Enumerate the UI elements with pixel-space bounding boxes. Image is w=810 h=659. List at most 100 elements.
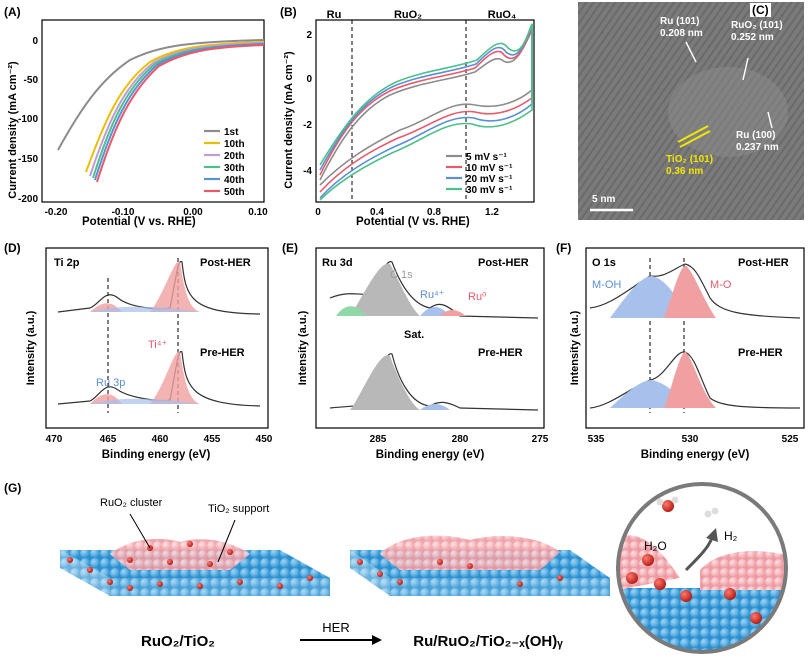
panel-e-xlabel: Binding energy (eV): [376, 449, 485, 461]
panel-e-xtick: 280: [452, 434, 469, 445]
cv-30: [319, 23, 533, 201]
panel-a-chart: (A) Current density (mA cm⁻²) -0.20 -0.1…: [4, 5, 268, 218]
panel-e-peak-ru0: Ru⁰: [468, 291, 487, 303]
panel-a-ytick: -200: [18, 194, 38, 205]
panel-d-bottom: Pre-HER: [200, 347, 245, 359]
label-cluster: RuO₂ cluster: [100, 497, 163, 509]
curve-1st: [57, 39, 265, 151]
curve-10th: [85, 41, 265, 173]
panel-e-bottom: Pre-HER: [478, 347, 523, 359]
panel-b-xtick: 1.2: [485, 207, 499, 218]
legend-entry: 10 mV s⁻¹: [466, 163, 513, 174]
tem-image: Ru (101) 0.208 nm RuO₂ (101) 0.252 nm Ru…: [578, 2, 804, 220]
tem-label-ruo2101: RuO₂ (101) 0.252 nm: [731, 20, 783, 43]
legend-entry: 10th: [224, 139, 245, 150]
panel-a-label: (A): [4, 5, 21, 19]
legend-entry: 50th: [224, 187, 245, 198]
legend-entry: 30th: [224, 163, 245, 174]
panel-f-bottom: Pre-HER: [738, 347, 783, 359]
panel-d-xtick: 470: [46, 434, 63, 445]
legend-entry: 40th: [224, 175, 245, 186]
panel-e-xtick: 285: [370, 434, 387, 445]
panel-d-peak-ru3p: Ru 3p: [96, 377, 125, 389]
legend-entry: 1st: [224, 127, 239, 138]
panel-b-ytick: -2: [303, 120, 312, 131]
panel-d-xtick: 460: [152, 434, 169, 445]
curve-50th: [96, 44, 265, 183]
panel-e-peak-ru4: Ru⁴⁺: [420, 289, 445, 301]
panel-b-ytick: 2: [306, 30, 312, 41]
panel-a-ylabel: Current density (mA cm⁻²): [7, 61, 19, 199]
legend-entry: 20th: [224, 151, 245, 162]
region-ru: Ru: [327, 9, 342, 21]
curve-20th: [89, 42, 265, 177]
tem-label-ru101: Ru (101) 0.208 nm: [660, 16, 703, 39]
label-support: TiO₂ support: [208, 503, 269, 515]
panel-f-ylabel: Intensity (a.u.): [569, 310, 581, 385]
panel-d-element: Ti 2p: [54, 257, 80, 269]
panel-f-top: Post-HER: [738, 257, 789, 269]
panel-d-ylabel: Intensity (a.u.): [25, 310, 37, 385]
panel-b-chart: (B) Current density (mA cm⁻²) Ru RuO₂ Ru…: [280, 5, 535, 218]
panel-f-peak-moh: M-OH: [592, 279, 621, 291]
panel-a-ytick: -150: [18, 154, 38, 165]
panel-c-label: (C): [750, 3, 771, 17]
panel-a-xtick: -0.10: [112, 207, 135, 218]
formula-right: Ru/RuO₂/TiO₂₋ₓ(OH)ᵧ: [413, 633, 563, 650]
panel-b-ytick: 0: [306, 74, 312, 85]
legend-entry: 20 mV s⁻¹: [466, 174, 513, 185]
panel-e-top: Post-HER: [478, 257, 529, 269]
panel-f-xtick: 525: [782, 434, 799, 445]
panel-a-ytick: -50: [24, 75, 39, 86]
zoom-inset: [618, 484, 786, 652]
panel-e-peak-sat: Sat.: [404, 329, 424, 341]
panel-b-ytick: -4: [303, 166, 312, 177]
panel-f-xlabel: Binding energy (eV): [641, 449, 750, 461]
panel-e-label: (E): [282, 241, 298, 255]
region-ruo2: RuO₂: [394, 9, 422, 21]
panel-a-ytick: 0: [32, 36, 38, 47]
panel-d-xtick: 450: [256, 434, 273, 445]
panel-a-xtick: 0.10: [248, 207, 268, 218]
panel-d-peak-ti: Ti⁴⁺: [148, 339, 167, 351]
panel-a-xtick: 0.00: [183, 207, 203, 218]
curve-40th: [94, 43, 265, 181]
panel-f-label: (F): [556, 241, 571, 255]
xps-panels: (D) Intensity (a.u.) Ti 2p Post-HER Pre-…: [4, 241, 805, 461]
panel-b-xtick: 0.8: [427, 207, 441, 218]
panel-d-xlabel: Binding energy (eV): [102, 449, 211, 461]
panel-a-xtick: -0.20: [45, 207, 68, 218]
label-water: H₂O: [644, 539, 667, 553]
panel-f-peak-mo: M-O: [710, 279, 732, 291]
panel-d-xtick: 465: [100, 434, 117, 445]
panel-b-ylabel: Current density (mA cm⁻²): [283, 51, 295, 189]
panel-e-xtick: 275: [532, 434, 549, 445]
panel-g-label: (G): [4, 481, 21, 495]
panel-d-label: (D): [4, 241, 21, 255]
arrow-label: HER: [322, 620, 349, 635]
region-ruo4: RuO₄: [488, 9, 516, 21]
panel-d-xtick: 455: [204, 434, 221, 445]
panel-f-xtick: 530: [682, 434, 699, 445]
panel-e-element: Ru 3d: [322, 257, 353, 269]
panel-b-legend: 5 mV s⁻¹10 mV s⁻¹20 mV s⁻¹30 mV s⁻¹: [446, 152, 513, 196]
label-hydrogen: H₂: [724, 529, 738, 543]
panel-a-frame: [41, 19, 265, 203]
panel-d-top: Post-HER: [200, 257, 251, 269]
panel-a-ytick: -100: [18, 114, 38, 125]
tem-scalebar: 5 nm: [592, 194, 616, 205]
tem-label-ru100: Ru (100) 0.237 nm: [736, 130, 779, 153]
panel-b-xtick: 0: [315, 207, 321, 218]
panel-f-xtick: 535: [588, 434, 605, 445]
legend-entry: 30 mV s⁻¹: [466, 185, 513, 196]
schematic: (G) RuO₂ cluster TiO₂ support HER RuO₂/T…: [4, 481, 788, 654]
legend-entry: 5 mV s⁻¹: [466, 152, 508, 163]
panel-e-ylabel: Intensity (a.u.): [297, 310, 309, 385]
panel-b-frame: [315, 19, 535, 203]
panel-f-element: O 1s: [592, 257, 616, 269]
tem-label-tio2: TiO₂ (101) 0.36 nm: [666, 154, 714, 177]
panel-e-peak-c1s: C 1s: [390, 269, 413, 281]
panel-b-xlabel-text: Potential (V vs. RHE): [356, 216, 470, 228]
formula-left: RuO₂/TiO₂: [141, 633, 215, 650]
